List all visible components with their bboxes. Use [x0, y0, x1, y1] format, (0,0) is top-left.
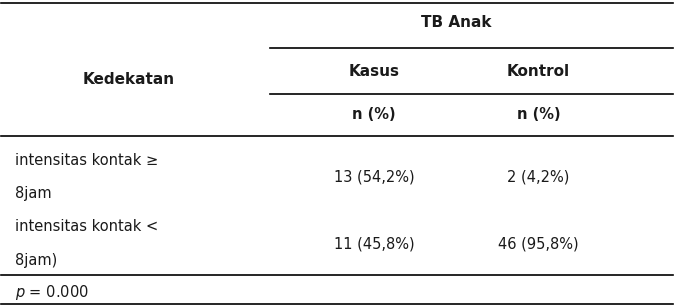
Text: Kontrol: Kontrol — [507, 64, 570, 79]
Text: n (%): n (%) — [516, 107, 560, 122]
Text: intensitas kontak <: intensitas kontak < — [15, 219, 158, 234]
Text: 8jam: 8jam — [15, 186, 51, 201]
Text: 13 (54,2%): 13 (54,2%) — [334, 170, 415, 185]
Text: intensitas kontak ≥: intensitas kontak ≥ — [15, 153, 158, 168]
Text: 8jam): 8jam) — [15, 253, 57, 268]
Text: 11 (45,8%): 11 (45,8%) — [334, 236, 415, 251]
Text: $p$ = 0.000: $p$ = 0.000 — [15, 283, 89, 302]
Text: Kasus: Kasus — [348, 64, 400, 79]
Text: TB Anak: TB Anak — [421, 15, 491, 30]
Text: n (%): n (%) — [352, 107, 396, 122]
Text: 2 (4,2%): 2 (4,2%) — [507, 170, 570, 185]
Text: Kedekatan: Kedekatan — [83, 72, 175, 87]
Text: 46 (95,8%): 46 (95,8%) — [498, 236, 579, 251]
